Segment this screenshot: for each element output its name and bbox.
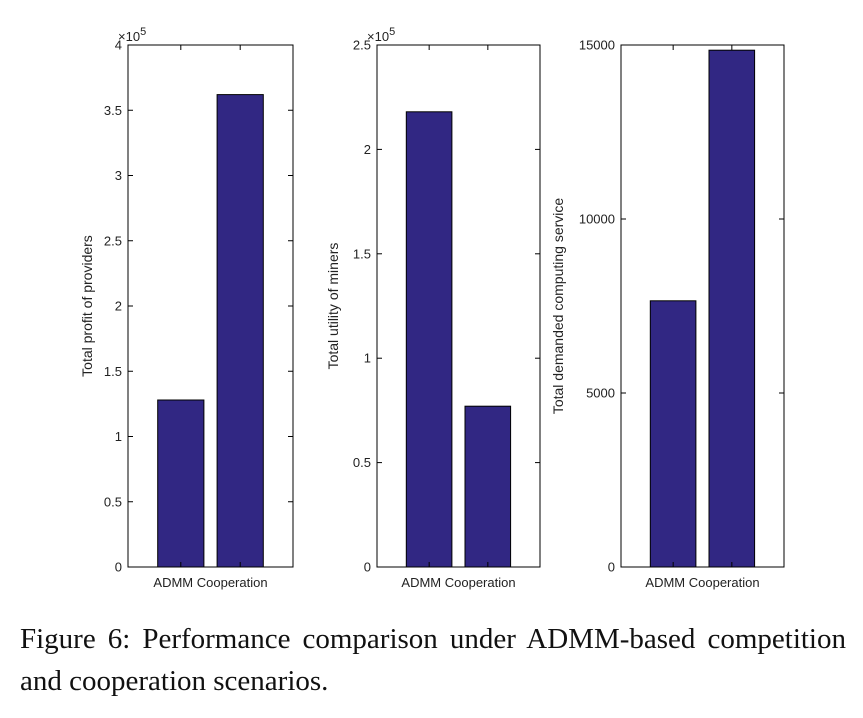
y-tick-label: 1 [115, 429, 122, 444]
y-tick-label: 2 [364, 142, 371, 157]
bar-cooperation [216, 94, 264, 568]
figure-panels: 0 0.5 1 1.5 2 2.5 3 3.5 4 ADMM Cooperation Total p… [79, 26, 785, 590]
x-tick-labels: ADMM Cooperation [401, 575, 515, 590]
y-tick-label: 2.5 [104, 233, 122, 248]
y-tick-label: 1 [364, 351, 371, 366]
axes-box [127, 44, 294, 568]
y-axis-label: Total profit of providers [79, 235, 95, 377]
y-tick-label: 0 [364, 560, 371, 575]
bar-admm [157, 399, 205, 568]
y-tick-label: 0 [608, 560, 615, 575]
y-multiplier-exponent: 5 [140, 26, 146, 38]
bar-cooperation [464, 405, 512, 568]
y-multiplier-exponent: 5 [389, 26, 395, 38]
figure-caption: Figure 6: Performance comparison under A… [20, 623, 846, 697]
x-tick-labels: ADMM Cooperation [153, 575, 267, 590]
y-tick-label: 0.5 [104, 494, 122, 509]
y-multiplier: ×105 [367, 26, 395, 44]
bar-admm [405, 111, 453, 568]
y-tick-label: 3 [115, 168, 122, 183]
y-tick-label: 15000 [579, 38, 615, 53]
chart-panel-3: 0 5000 10000 15000 ADMM Cooperation Total dem… [550, 38, 785, 590]
y-tick-label: 1.5 [353, 246, 371, 261]
y-axis-label: Total utility of miners [325, 243, 341, 370]
y-tick-label: 0.5 [353, 455, 371, 470]
axes-box [376, 44, 541, 568]
bar-cooperation [708, 49, 756, 568]
bar-admm [649, 300, 697, 568]
chart-panel-1: 0 0.5 1 1.5 2 2.5 3 3.5 4 ADMM Cooperation Total p… [79, 26, 294, 590]
y-tick-label: 10000 [579, 212, 615, 227]
y-tick-label: 1.5 [104, 364, 122, 379]
y-multiplier: ×105 [118, 26, 146, 44]
chart-panel-2: 0 0.5 1 1.5 2 2.5 ADMM Cooperation Total utilit… [325, 26, 541, 590]
y-tick-label: 0 [115, 560, 122, 575]
x-tick-labels: ADMM Cooperation [645, 575, 759, 590]
y-tick-label: 4 [115, 38, 122, 53]
y-tick-label: 5000 [586, 386, 615, 401]
y-axis-label: Total demanded computing service [550, 198, 566, 415]
y-tick-label: 2.5 [353, 38, 371, 53]
axes-box [620, 44, 785, 568]
y-tick-label: 2 [115, 299, 122, 314]
y-tick-label: 3.5 [104, 103, 122, 118]
